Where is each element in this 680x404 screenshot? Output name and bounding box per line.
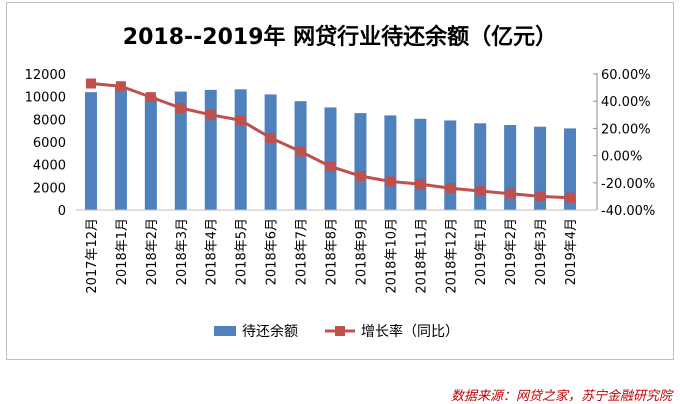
legend: 待还余额 增长率（同比） [214,323,459,340]
left-axis-tick-label: 8000 [33,113,66,128]
bar [414,118,427,210]
growth-point [205,109,216,120]
legend-line-marker [335,326,345,336]
right-axis-tick-label: 40.00% [601,95,651,110]
bar [534,126,547,210]
x-tick-label: 2018年7月 [295,218,310,285]
left-axis-tick-label: 10000 [25,91,66,106]
x-tick-label: 2018年8月 [325,218,340,285]
right-axis-tick-label: -40.00% [601,204,655,219]
bar [324,107,337,210]
bar [234,89,247,210]
bar [564,128,577,210]
x-tick-label: 2019年1月 [474,218,489,285]
left-axis-tick-label: 6000 [33,136,66,151]
right-axis-tick-label: 20.00% [601,122,651,137]
growth-point [385,176,396,187]
legend-bar-swatch [214,326,236,336]
x-tick-label: 2018年1月 [115,218,130,285]
bar [384,115,397,210]
growth-point [445,183,456,194]
legend-bar-label: 待还余额 [242,323,298,340]
growth-point [145,92,156,103]
growth-point [475,185,486,196]
growth-point [235,115,246,126]
x-tick-label: 2018年11月 [414,218,429,294]
bar [444,120,457,210]
x-tick-label: 2018年6月 [265,218,280,285]
growth-point [295,146,306,157]
x-tick-label: 2019年3月 [534,218,549,285]
x-tick-label: 2018年10月 [384,218,399,294]
left-axis-tick-label: 4000 [33,159,66,174]
growth-point [355,171,366,181]
bar [114,86,127,210]
left-axis-tick-label: 0 [58,204,66,219]
bar [174,91,187,210]
x-tick-label: 2019年2月 [504,218,519,285]
bar [474,123,487,210]
growth-point [505,188,516,199]
growth-point [115,81,126,92]
left-axis-tick-label: 2000 [33,181,66,196]
legend-line-label: 增长率（同比） [361,323,459,340]
growth-point [565,192,576,203]
x-tick-label: 2018年9月 [354,218,369,285]
x-tick-label: 2018年2月 [145,218,160,285]
bar [264,94,277,210]
growth-point [535,191,546,202]
growth-point [265,132,276,143]
bar [354,113,367,210]
x-tick-label: 2018年12月 [444,218,459,294]
left-axis-tick-label: 12000 [25,68,66,83]
bar [144,96,157,210]
right-axis-tick-label: 60.00% [601,68,651,83]
growth-point [415,179,426,190]
growth-point [85,78,96,89]
growth-point [175,103,186,113]
x-tick-label: 2017年12月 [85,218,100,294]
x-tick-label: 2018年5月 [235,218,250,285]
growth-point [325,161,336,172]
bar [204,89,217,210]
bar [84,92,97,210]
right-axis-tick-label: -20.00% [601,177,655,192]
right-axis-tick-label: 0.00% [601,150,642,165]
chart-title: 2018--2019年 网贷行业待还余额（亿元） [123,24,557,50]
x-tick-label: 2019年4月 [564,218,579,285]
source-note: 数据来源：网贷之家，苏宁金融研究院 [450,389,672,404]
x-tick-label: 2018年4月 [205,218,220,285]
x-tick-label: 2018年3月 [175,218,190,285]
